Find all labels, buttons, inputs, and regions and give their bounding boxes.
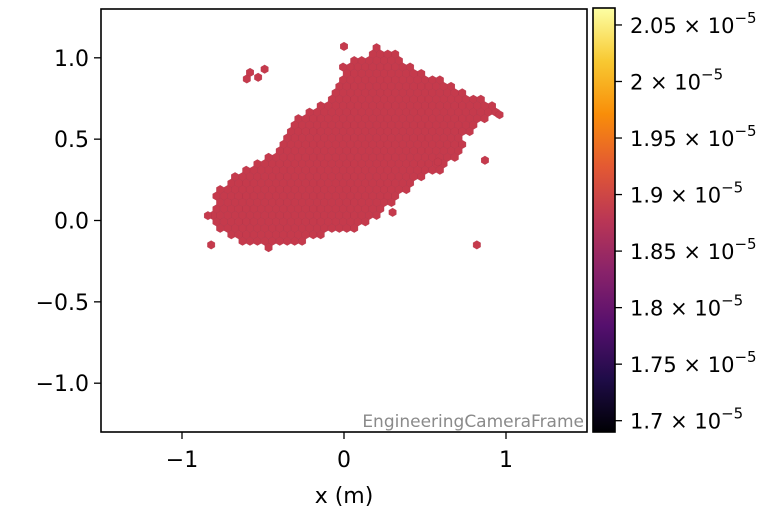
hex-cell — [388, 207, 397, 217]
colorbar-frame — [592, 7, 616, 433]
hex-cell — [372, 210, 381, 220]
colorbar-tick-label: 1.75 × 10−5 — [630, 348, 757, 377]
x-axis-label: x (m) — [315, 484, 374, 509]
hex-cell — [316, 230, 325, 240]
hex-cell — [450, 152, 459, 162]
hex-cell — [204, 211, 212, 221]
hex-cell — [260, 64, 269, 74]
hex-cell — [480, 114, 489, 124]
hex-cell — [207, 240, 216, 250]
colorbar-tick-label: 2 × 10−5 — [630, 65, 723, 94]
hex-cell — [361, 217, 370, 227]
hex-cell — [264, 243, 273, 253]
colorbar-tick-label: 1.95 × 10−5 — [630, 122, 757, 151]
x-tick-label: 0 — [337, 448, 351, 473]
colorbar: 1.7 × 10−5 1.75 × 10−5 1.8 × 10−5 1.85 × 10… — [592, 7, 757, 434]
hex-cell — [472, 240, 481, 250]
colorbar-tick-label: 1.9 × 10−5 — [630, 179, 743, 208]
hexbin-layer — [204, 41, 504, 253]
colorbar-tick-label: 1.8 × 10−5 — [630, 292, 743, 321]
hex-cell — [242, 74, 251, 84]
hex-cell — [387, 197, 396, 208]
hex-cell — [435, 165, 444, 175]
colorbar-gradient — [593, 8, 615, 432]
x-tick-label: −1 — [166, 448, 198, 473]
hex-cell — [417, 172, 426, 182]
hex-cell — [254, 72, 263, 82]
colorbar-tick-label: 2.05 × 10−5 — [630, 9, 757, 38]
hex-cell — [350, 223, 359, 233]
plot-area: EngineeringCameraFrame — [100, 8, 588, 433]
hex-cell — [434, 157, 442, 167]
hex-cell — [481, 155, 489, 165]
y-tick-label: 1.0 — [54, 47, 89, 72]
x-tick-label: 1 — [499, 448, 513, 473]
hex-cell — [465, 127, 474, 137]
y-tick-label: −1.0 — [36, 372, 89, 397]
y-tick-label: 0.0 — [54, 210, 89, 235]
hex-cell — [340, 41, 348, 51]
hex-cell — [298, 236, 306, 246]
colorbar-tick-label: 1.85 × 10−5 — [630, 235, 757, 264]
x-axis: −1 0 1 — [166, 432, 513, 473]
colorbar-ticks: 1.7 × 10−5 1.75 × 10−5 1.8 × 10−5 1.85 × 10… — [615, 9, 757, 434]
colorbar-tick-label: 1.7 × 10−5 — [630, 405, 743, 434]
y-tick-label: 0.5 — [54, 128, 89, 153]
frame-label: EngineeringCameraFrame — [362, 412, 584, 432]
hex-cell — [402, 185, 411, 195]
y-axis: 1.0 0.5 0.0 −0.5 −1.0 — [36, 47, 101, 397]
y-tick-label: −0.5 — [36, 291, 89, 316]
hex-cell — [495, 110, 504, 120]
